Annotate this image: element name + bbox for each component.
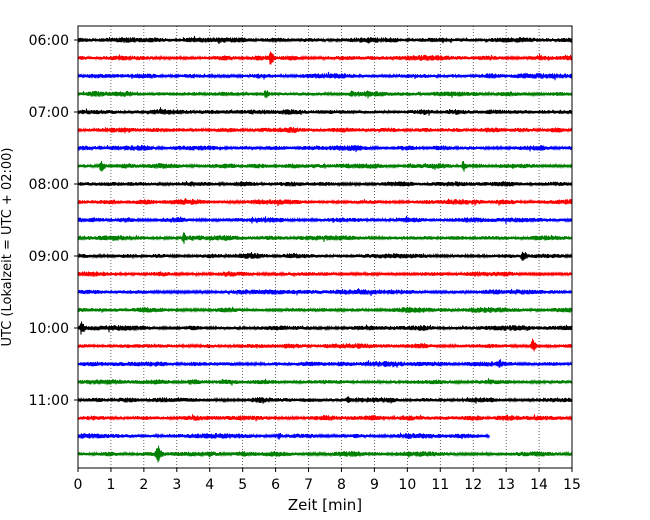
seismic-trace: [77, 35, 573, 45]
seismic-trace: [77, 378, 573, 386]
seismic-trace: [77, 306, 573, 314]
x-tick-label: 7: [304, 477, 313, 493]
x-axis-label: Zeit [min]: [288, 496, 362, 514]
x-tick-label: 14: [530, 477, 548, 493]
seismic-trace: [77, 71, 573, 81]
seismic-trace: [77, 338, 573, 352]
y-tick-label: 10:00: [29, 321, 69, 337]
y-tick-label: 09:00: [29, 249, 69, 265]
y-tick-label: 06:00: [29, 33, 69, 49]
x-tick-label: 13: [497, 477, 515, 493]
seismic-trace: [77, 232, 573, 244]
x-tick-label: 5: [238, 477, 247, 493]
y-tick-label: 08:00: [29, 177, 69, 193]
seismic-trace: [77, 270, 573, 278]
x-axis: 0 1 2 3 4 5 6 7 8 9 10 11 12 13 14 15: [74, 468, 581, 493]
seismic-trace: [77, 180, 573, 188]
y-tick-label: 07:00: [29, 105, 69, 121]
seismic-trace: [77, 215, 573, 224]
x-tick-label: 8: [337, 477, 346, 493]
x-tick-label: 10: [398, 477, 416, 493]
y-axis: 06:00 07:00 08:00 09:00 10:00 11:00: [29, 33, 78, 409]
seismic-trace: [77, 144, 573, 153]
trace-group: [77, 35, 573, 463]
x-tick-label: 2: [139, 477, 148, 493]
seismic-trace: [77, 396, 573, 404]
x-tick-label: 15: [563, 477, 581, 493]
seismic-trace: [77, 288, 573, 297]
seismic-trace: [77, 160, 573, 172]
seismic-trace: [77, 251, 573, 261]
seismic-trace: [77, 432, 490, 440]
x-tick-label: 11: [431, 477, 449, 493]
seismic-trace: [77, 321, 573, 335]
seismic-trace: [77, 445, 573, 463]
plot-frame: [77, 25, 573, 469]
seismic-trace: [77, 414, 573, 422]
seismic-trace: [77, 359, 573, 368]
plot-area: [78, 26, 572, 468]
seismic-trace: [77, 51, 573, 65]
seismic-trace: [77, 126, 573, 134]
seismic-trace: [77, 90, 573, 99]
x-tick-label: 9: [370, 477, 379, 493]
x-tick-label: 6: [271, 477, 280, 493]
y-axis-label: UTC (Lokalzeit = UTC + 02:00): [0, 148, 15, 347]
x-tick-label: 4: [205, 477, 214, 493]
seismic-trace: [77, 198, 573, 207]
x-tick-label: 0: [74, 477, 83, 493]
y-tick-label: 11:00: [29, 393, 69, 409]
x-tick-label: 1: [106, 477, 115, 493]
x-tick-label: 12: [464, 477, 482, 493]
x-tick-label: 3: [172, 477, 181, 493]
seismic-trace: [77, 107, 573, 116]
